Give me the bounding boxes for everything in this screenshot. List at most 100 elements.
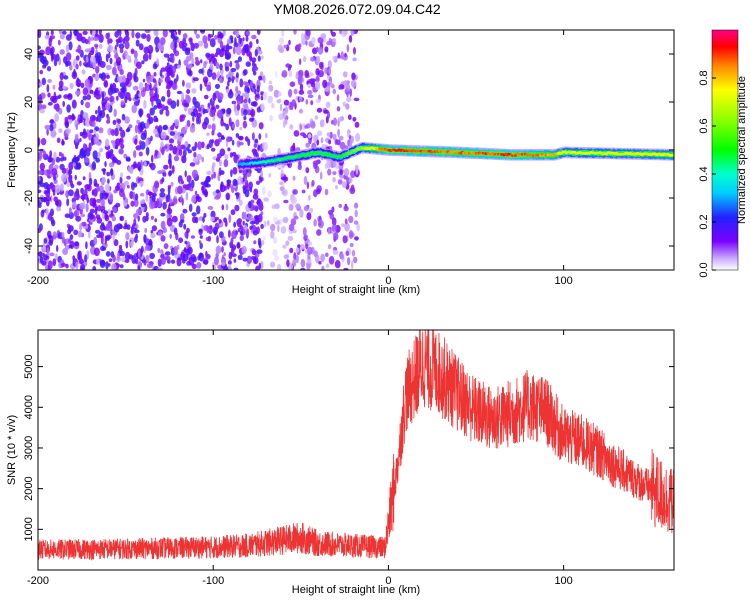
noise-speck-0-1093	[181, 91, 185, 101]
snr-panel: -200 -100 0 100 1000 2000 3000 4000 5000 Height…	[6, 329, 675, 596]
noise-speck-0-1503	[188, 37, 193, 42]
noise-speck-2-257	[342, 71, 348, 78]
noise-speck-2-283	[300, 32, 305, 41]
noise-speck-0-512	[160, 212, 166, 217]
noise-speck-0-789	[89, 36, 95, 41]
noise-speck-0-1490	[79, 202, 85, 210]
noise-speck-0-892	[219, 159, 222, 167]
noise-speck-0-924	[215, 189, 220, 194]
noise-speck-0-1366	[157, 127, 161, 134]
noise-speck-0-859	[62, 156, 67, 161]
noise-speck-0-1269	[46, 247, 50, 256]
noise-speck-0-1718	[159, 191, 166, 198]
noise-speck-0-644	[213, 229, 218, 236]
noise-speck-0-954	[257, 237, 262, 246]
noise-speck-0-1194	[39, 81, 42, 87]
noise-speck-0-1542	[91, 161, 96, 170]
noise-speck-2-101	[331, 217, 337, 227]
noise-speck-0-1730	[171, 83, 178, 91]
noise-speck-0-1199	[132, 191, 136, 200]
noise-speck-0-1488	[124, 259, 130, 264]
noise-speck-2-344	[316, 107, 323, 113]
noise-speck-0-1220	[105, 236, 110, 241]
noise-speck-0-1211	[38, 151, 43, 160]
noise-speck-0-588	[254, 138, 259, 144]
noise-speck-0-1358	[69, 64, 73, 71]
noise-speck-2-186	[292, 189, 298, 195]
noise-speck-0-999	[202, 216, 205, 223]
noise-speck-0-1094	[135, 233, 139, 240]
noise-speck-0-1678	[53, 151, 57, 160]
snr-frame	[37, 329, 675, 571]
noise-speck-0-763	[85, 203, 89, 213]
noise-speck-0-1708	[166, 62, 170, 68]
noise-speck-1-34	[269, 261, 276, 268]
noise-speck-2-340	[284, 254, 290, 259]
noise-speck-0-1752	[170, 100, 177, 109]
noise-speck-0-1466	[133, 218, 137, 227]
noise-speck-0-1623	[75, 261, 79, 270]
noise-speck-0-1247	[195, 60, 201, 66]
noise-speck-0-857	[135, 145, 142, 151]
noise-speck-0-1679	[125, 55, 132, 60]
noise-speck-0-208	[59, 49, 65, 55]
noise-speck-0-358	[80, 99, 84, 106]
noise-speck-0-75	[194, 190, 198, 196]
noise-speck-0-1203	[198, 68, 204, 74]
noise-speck-0-1615	[200, 30, 205, 33]
noise-speck-0-1053	[173, 227, 178, 236]
noise-speck-2-391	[335, 185, 338, 190]
noise-speck-0-1042	[236, 241, 241, 249]
noise-speck-0-822	[52, 84, 56, 90]
noise-speck-0-566	[98, 43, 103, 49]
noise-speck-2-213	[311, 36, 316, 45]
noise-speck-1-18	[260, 103, 265, 112]
noise-speck-0-1773	[164, 145, 168, 150]
noise-speck-0-1771	[80, 213, 86, 218]
noise-speck-2-241	[328, 255, 335, 265]
noise-speck-0-747	[207, 124, 212, 129]
noise-speck-0-727	[182, 33, 188, 40]
noise-speck-0-1177	[99, 61, 106, 68]
noise-speck-0-1275	[49, 47, 53, 57]
noise-speck-2-49	[351, 260, 354, 269]
noise-speck-0-101	[66, 104, 71, 113]
noise-speck-2-167	[308, 241, 313, 246]
noise-speck-0-1262	[119, 216, 123, 221]
noise-speck-0-1685	[117, 76, 121, 81]
noise-speck-0-201	[151, 225, 157, 232]
noise-speck-2-310	[303, 175, 308, 185]
noise-speck-0-1523	[138, 109, 143, 118]
noise-speck-2-226	[354, 209, 358, 218]
noise-speck-0-1070	[207, 235, 212, 242]
noise-speck-1-0	[269, 114, 273, 122]
noise-speck-2-288	[332, 249, 339, 255]
noise-speck-0-872	[203, 212, 207, 218]
noise-speck-0-1748	[122, 202, 128, 207]
noise-speck-2-176	[349, 142, 352, 147]
noise-speck-2-389	[285, 240, 290, 246]
noise-speck-0-1411	[42, 260, 47, 266]
noise-speck-0-1127	[194, 30, 197, 35]
noise-speck-0-796	[58, 80, 64, 88]
noise-speck-2-141	[315, 68, 320, 76]
noise-speck-0-1608	[110, 251, 115, 258]
noise-speck-2-262	[342, 235, 348, 244]
noise-speck-0-761	[131, 30, 135, 39]
noise-speck-0-1524	[101, 222, 105, 227]
noise-speck-1-38	[267, 220, 270, 226]
noise-speck-0-1106	[202, 259, 209, 265]
noise-speck-0-1214	[61, 30, 67, 35]
noise-speck-0-88	[251, 57, 257, 63]
snr-y-tick-label-1: 2000	[23, 476, 35, 500]
snr-y-tick-label-3: 4000	[23, 395, 35, 419]
noise-speck-0-1040	[165, 195, 169, 204]
noise-speck-0-114	[134, 124, 139, 134]
noise-speck-0-1667	[110, 129, 116, 136]
noise-speck-0-1107	[79, 114, 83, 124]
noise-speck-0-325	[171, 259, 176, 264]
noise-speck-0-956	[82, 112, 89, 119]
noise-speck-2-384	[322, 79, 328, 89]
noise-speck-0-1423	[115, 138, 121, 147]
